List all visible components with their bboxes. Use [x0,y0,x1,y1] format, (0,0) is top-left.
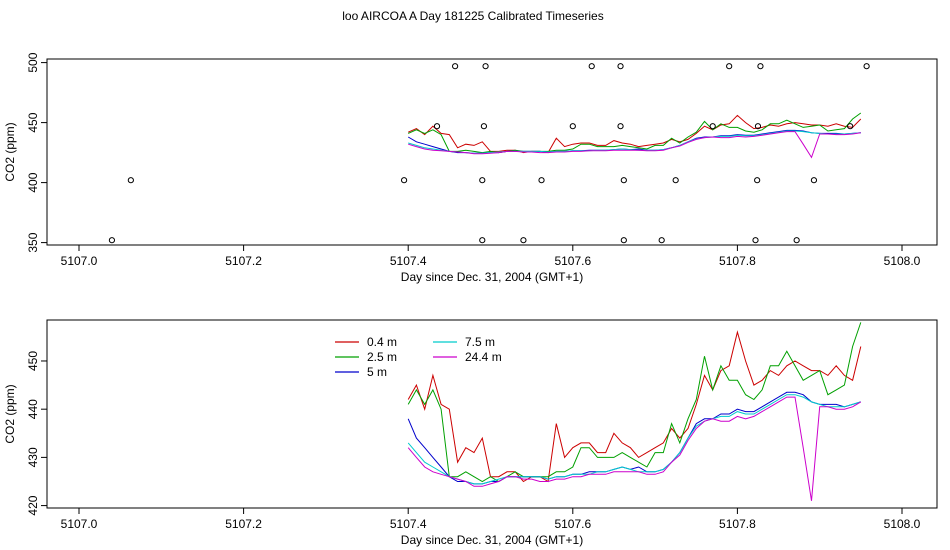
legend-label: 2.5 m [367,350,397,364]
y-axis-label: CO2 (ppm) [3,384,17,443]
y-tick-label: 440 [26,399,40,419]
y-axis-label: CO2 (ppm) [3,122,17,181]
scatter-point [400,177,408,184]
scatter-point [672,177,679,184]
scatter-point [709,123,716,130]
scatter-point [538,177,545,184]
scatter-point [617,123,624,130]
y-tick-label: 450 [26,112,40,132]
series-line-2-5-m [407,112,862,154]
y-tick-label: 350 [26,232,40,252]
scatter-panel: 5107.0 5107.2 5107.4 5107.6 5107.8 5108.0 Day … [3,52,938,284]
x-tick-label: 5107.8 [719,517,756,531]
scatter-point [752,237,759,244]
scatter-point [757,63,764,70]
scatter-point [754,123,762,130]
x-tick-label: 5107.4 [390,254,427,268]
x-tick-label: 5107.8 [719,254,756,268]
plot-frame [46,58,938,246]
scatter-point [658,237,665,244]
series-line-0-4-m [407,114,862,154]
scatter-point [588,63,595,70]
series-line-7-5-m [407,394,861,485]
scatter-point [480,123,488,130]
y-tick-label: 400 [26,172,40,192]
x-tick-label: 5107.0 [61,517,98,531]
scatter-point [127,177,134,184]
x-tick-label: 5107.2 [225,517,262,531]
scatter-point [108,237,116,244]
scatter-point [726,63,733,70]
scatter-point [452,63,459,70]
series-line-24-4-m [408,131,861,159]
x-tick-label: 5107.4 [390,517,427,531]
scatter-point [810,177,818,184]
scatter-point [479,177,486,184]
y-tick-label: 420 [26,495,40,515]
plot-area [407,322,862,501]
legend-label: 7.5 m [465,335,495,349]
scatter-point [754,177,761,184]
x-tick-label: 5107.6 [554,517,591,531]
figure-title: loo AIRCOA A Day 181225 Calibrated Times… [342,9,603,23]
legend: 0.4 m2.5 m5 m 7.5 m24.4 m [335,335,502,379]
y-tick-label: 450 [26,351,40,371]
scatter-point [620,237,627,244]
x-tick-label: 5107.6 [554,254,591,268]
y-tick-label: 500 [26,52,40,72]
line-panel: 5107.0 5107.2 5107.4 5107.6 5107.8 5108.0 Day … [3,319,938,547]
series-line-24-4-m [407,396,862,501]
x-axis-label: Day since Dec. 31, 2004 (GMT+1) [401,270,583,284]
legend-label: 24.4 m [465,350,502,364]
series-line-2-5-m [407,322,862,483]
scatter-point [863,63,870,70]
scatter-point [847,123,854,130]
scatter-point [569,123,576,130]
legend-label: 5 m [367,365,387,379]
scatter-point [482,63,489,70]
series-line-0-4-m [407,330,862,483]
y-tick-label: 430 [26,447,40,467]
x-tick-label: 5107.2 [225,254,262,268]
scatter-point [620,177,627,184]
scatter-point [433,123,441,130]
scatter-point [520,237,527,244]
x-tick-label: 5108.0 [884,517,921,531]
x-tick-label: 5108.0 [884,254,921,268]
plot-frame [46,319,938,509]
legend-label: 0.4 m [367,335,397,349]
scatter-point [793,237,800,244]
scatter-point [479,237,486,244]
plot-area [108,63,870,244]
scatter-point [617,63,624,70]
x-axis-label: Day since Dec. 31, 2004 (GMT+1) [401,533,583,547]
x-tick-label: 5107.0 [61,254,98,268]
